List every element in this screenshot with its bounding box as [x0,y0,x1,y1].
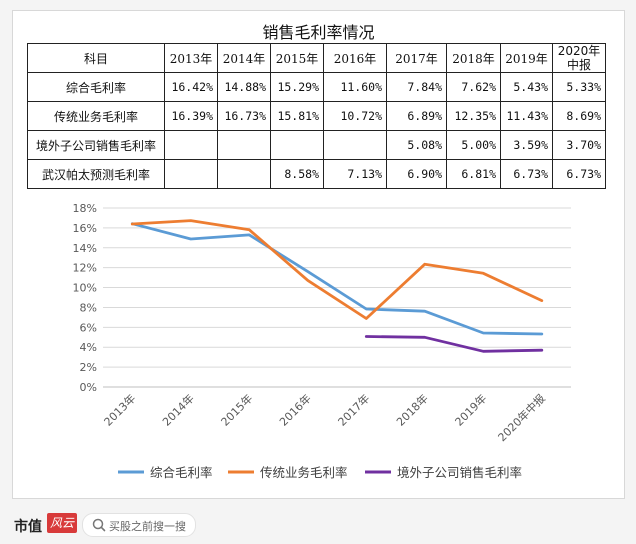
table-cell: 10.72% [323,101,387,131]
x-tick-label: 2014年 [159,391,196,428]
x-tick-label: 2020年中报 [495,391,548,444]
table-row: 传统业务毛利率 16.39% 16.73% 15.81% 10.72% 6.89… [27,101,606,131]
footer-bar: 市值 风云 买股之前搜一搜 [0,500,636,544]
row-label: 境外子公司销售毛利率 [27,130,165,160]
search-placeholder: 买股之前搜一搜 [109,520,186,533]
table-cell: 8.69% [552,101,606,131]
y-tick-label: 2% [80,361,97,374]
legend-label: 传统业务毛利率 [260,465,348,480]
table-cell: 11.60% [323,72,387,102]
gross-margin-table: 科目 2013年 2014年 2015年 2016年 2017年 2018年 2… [27,43,606,189]
table-cell: 5.00% [446,130,501,160]
y-tick-label: 6% [80,321,97,334]
table-cell: 16.39% [164,101,218,131]
y-tick-label: 16% [73,222,97,235]
x-tick-label: 2019年 [452,391,489,428]
table-cell: 6.73% [500,159,553,189]
series-line [364,335,544,353]
table-cell: 7.13% [323,159,387,189]
y-tick-label: 10% [73,282,97,295]
search-icon [92,518,106,532]
y-tick-label: 14% [73,242,97,255]
x-tick-label: 2018年 [393,391,430,428]
legend-label: 综合毛利率 [150,465,213,480]
table-cell: 11.43% [500,101,553,131]
table-title: 销售毛利率情况 [262,23,375,42]
table-cell: 5.43% [500,72,553,102]
x-tick-label: 2017年 [335,391,372,428]
chart-card: 销售毛利率情况 科目 2013年 2014年 2015年 2016年 2017年… [12,10,625,499]
table-cell: 15.29% [270,72,324,102]
table-cell: 6.73% [552,159,606,189]
table-header-row: 科目 2013年 2014年 2015年 2016年 2017年 2018年 2… [27,43,606,73]
table-row: 武汉帕太预测毛利率 8.58% 7.13% 6.90% 6.81% 6.73% … [27,159,606,189]
series-line [130,219,544,320]
table-cell: 15.81% [270,101,324,131]
series-line [130,222,544,336]
y-tick-label: 8% [80,301,97,314]
y-tick-label: 0% [80,381,97,394]
y-tick-label: 12% [73,262,97,275]
table-cell [270,130,324,160]
legend-label: 境外子公司销售毛利率 [397,465,522,480]
line-chart: 0% 2% 4% 6% 8% 10% 12% 14% 16% 18% 2013年 2014年 2015年… [73,202,571,480]
table-cell [323,130,387,160]
table-cell: 5.33% [552,72,606,102]
header-cell: 2019年 [500,43,553,73]
table-row: 综合毛利率 16.42% 14.88% 15.29% 11.60% 7.84% … [27,72,606,102]
table-cell: 3.59% [500,130,553,160]
x-tick-label: 2016年 [276,391,313,428]
row-label: 综合毛利率 [27,72,165,102]
table-cell: 16.73% [217,101,271,131]
brand-logo-text: 市值 [14,519,42,535]
y-tick-label: 4% [80,341,97,354]
table-cell: 7.62% [446,72,501,102]
table-cell: 3.70% [552,130,606,160]
header-cell: 科目 [27,43,165,73]
table-cell: 8.58% [270,159,324,189]
brand-logo-mark: 风云 [47,513,77,533]
header-cell: 2014年 [217,43,271,73]
table-cell [164,159,218,189]
x-tick-label: 2015年 [218,391,255,428]
search-box[interactable]: 买股之前搜一搜 [82,513,196,537]
header-cell: 2018年 [446,43,501,73]
table-cell: 6.90% [386,159,447,189]
header-cell: 2015年 [270,43,324,73]
x-tick-label: 2013年 [101,391,138,428]
header-cell: 2013年 [164,43,218,73]
table-row: 境外子公司销售毛利率 5.08% 5.00% 3.59% 3.70% [27,130,606,160]
y-tick-label: 18% [73,202,97,215]
